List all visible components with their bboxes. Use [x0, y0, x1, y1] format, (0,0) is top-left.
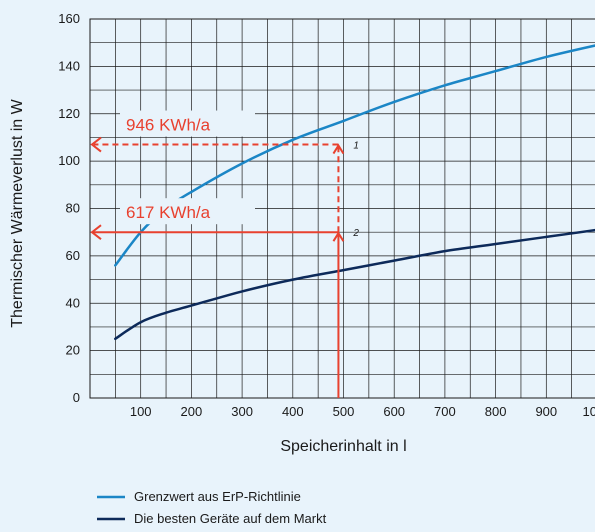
annotation-point-label: 2 [352, 228, 359, 239]
x-axis-title: Speicherinhalt in l [280, 438, 406, 455]
annotation-arrowhead-up [332, 143, 345, 155]
x-tick-label: 300 [231, 404, 253, 419]
legend: Grenzwert aus ErP-Richtlinie Die besten G… [97, 489, 327, 526]
x-tick-label: 1000 [583, 404, 595, 419]
y-tick-label: 80 [66, 201, 80, 216]
legend-label: Die besten Geräte auf dem Markt [134, 511, 327, 526]
plot-border [89, 18, 595, 399]
x-tick-label: 100 [130, 404, 152, 419]
y-tick-label: 160 [58, 11, 80, 26]
y-tick-label: 100 [58, 153, 80, 168]
x-tick-label: 200 [181, 404, 203, 419]
x-tick-label: 700 [434, 404, 456, 419]
y-tick-label: 20 [66, 343, 80, 358]
annotation-arrowhead-left [90, 136, 102, 153]
x-tick-label: 900 [535, 404, 557, 419]
series-layer [114, 44, 595, 341]
y-tick-label: 0 [73, 390, 80, 405]
y-tick-label: 120 [58, 106, 80, 121]
annotation-label: 617 KWh/a [126, 203, 211, 222]
legend-label: Grenzwert aus ErP-Richtlinie [134, 489, 301, 504]
annotation-label-bg [120, 198, 255, 225]
x-tick-label: 800 [485, 404, 507, 419]
x-axis-ticks: 100 200 300 400 500 600 700 800 900 1000 [130, 404, 595, 419]
x-tick-label: 600 [383, 404, 405, 419]
y-axis-title: Thermischer Wärmeverlust in W [9, 98, 26, 327]
annotation-label: 946 KWh/a [126, 116, 211, 135]
annotation-arrowhead-left [90, 224, 102, 240]
annotation-point-label: 1 [353, 141, 359, 152]
y-tick-label: 60 [66, 248, 80, 263]
annotation-arrowhead-up [332, 231, 345, 242]
y-tick-label: 40 [66, 295, 80, 310]
annotation-label-bg [120, 110, 255, 137]
grid [90, 18, 595, 399]
x-tick-label: 500 [333, 404, 355, 419]
series-line-2 [114, 228, 595, 341]
y-axis-ticks: 0 20 40 60 80 100 120 140 160 [58, 11, 80, 405]
annotations: 946 KWh/a 1 617 KWh/a 2 [90, 110, 359, 398]
y-tick-label: 140 [58, 58, 80, 73]
x-tick-label: 400 [282, 404, 304, 419]
